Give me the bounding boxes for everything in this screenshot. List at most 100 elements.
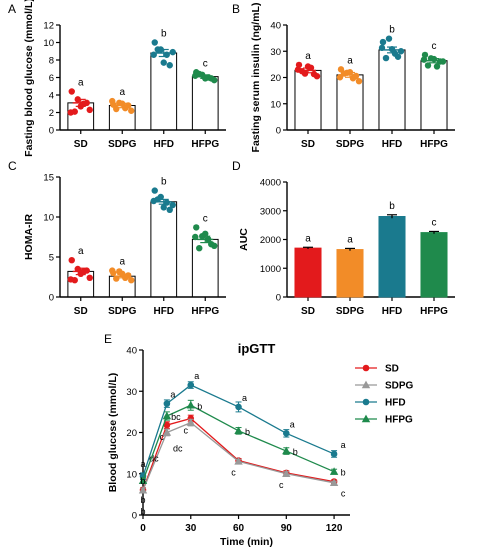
significance-letter: a: [170, 390, 175, 400]
data-point: [424, 62, 432, 69]
y-tick-label: 5: [49, 253, 54, 264]
legend-label: SDPG: [385, 381, 414, 392]
data-point: [67, 276, 74, 283]
y-tick-label: 0: [49, 126, 54, 137]
significance-letter: b: [161, 177, 167, 188]
data-point: [151, 39, 158, 46]
legend-label: HFPG: [385, 415, 413, 426]
data-point: [208, 75, 215, 82]
data-point: [163, 51, 170, 58]
data-point: [186, 400, 195, 409]
data-point: [125, 272, 132, 279]
data-point: [355, 77, 363, 85]
significance-letter: b: [293, 447, 298, 457]
data-point: [86, 106, 93, 114]
data-point: [154, 46, 161, 53]
significance-letter: c: [432, 217, 437, 228]
chart-title: ipGTT: [238, 341, 276, 356]
significance-letter: a: [341, 440, 346, 450]
x-tick-label: 60: [233, 523, 245, 534]
data-point: [282, 446, 291, 455]
data-point: [163, 400, 171, 407]
series-hfpg: b bc b b b b: [138, 399, 346, 486]
data-point: [138, 476, 148, 484]
x-tick-label: HFPG: [420, 139, 448, 150]
series-line: [142, 404, 335, 481]
significance-letter: bc: [171, 412, 181, 422]
panel-label-e: E: [104, 332, 112, 346]
significance-letter: a: [242, 393, 247, 403]
data-point: [202, 230, 209, 237]
x-tick-label: SDPG: [336, 306, 365, 317]
significance-letter: c: [341, 489, 346, 499]
panel-label-c: C: [8, 159, 17, 173]
bar: [420, 232, 448, 298]
data-point: [125, 102, 132, 109]
x-tick-label: HFD: [153, 139, 174, 150]
data-point: [430, 55, 438, 63]
bar: [150, 201, 178, 298]
y-axis-label: Fasting blood glucose (mmol/L): [23, 0, 35, 157]
data-point: [160, 59, 167, 66]
significance-letter: a: [119, 87, 125, 98]
data-point: [162, 411, 172, 420]
x-tick-label: HFPG: [191, 139, 219, 150]
x-tick-label: HFPG: [420, 306, 448, 317]
data-point: [329, 478, 339, 487]
chart-a: 0 2 4 6 8 10 12 Fasting blood glucose (mmol/L) S…: [23, 0, 226, 157]
legend-marker: [362, 364, 370, 372]
data-point: [346, 69, 354, 76]
x-tick-label: SDPG: [336, 139, 365, 150]
data-point: [138, 485, 148, 494]
significance-letter: b: [389, 201, 395, 212]
significance-letter: a: [347, 55, 353, 66]
significance-letter: c: [160, 432, 165, 442]
x-tick-label: SD: [301, 306, 315, 317]
y-tick-label: 0: [49, 293, 54, 304]
data-point: [74, 96, 81, 103]
significance-letter: a: [119, 257, 125, 268]
y-tick-label: 0: [276, 126, 281, 137]
data-point: [193, 224, 200, 231]
data-point: [169, 201, 176, 209]
panel-label-b: B: [232, 2, 240, 16]
legend-item: HFD: [355, 398, 406, 409]
data-point: [294, 66, 302, 73]
panel-label-a: A: [8, 2, 16, 16]
data-point: [113, 275, 120, 282]
y-axis-label: HOMA-IR: [23, 214, 35, 260]
significance-letter: a: [78, 246, 84, 257]
data-point: [336, 74, 344, 81]
data-point: [310, 70, 318, 78]
data-point: [77, 270, 84, 277]
data-point: [352, 72, 360, 80]
data-point: [128, 107, 135, 114]
legend-item: SDPG: [355, 381, 414, 392]
y-tick-label: 6: [49, 73, 54, 84]
data-point: [186, 418, 195, 426]
data-point: [436, 58, 444, 65]
significance-letter: b: [161, 29, 167, 40]
y-tick-label: 0: [132, 511, 137, 522]
y-tick-label: 20: [270, 73, 281, 84]
data-point: [77, 103, 84, 110]
significance-letter: b: [389, 25, 395, 36]
y-axis-label: AUC: [238, 228, 250, 251]
data-point: [151, 187, 158, 194]
data-point: [196, 245, 203, 252]
y-tick-label: 2: [49, 108, 54, 119]
data-point: [330, 450, 338, 458]
x-tick-label: HFD: [153, 306, 174, 317]
data-point: [329, 467, 339, 475]
y-tick-label: 4000: [260, 178, 281, 189]
bar: [378, 49, 406, 131]
significance-letter: b: [341, 468, 346, 478]
significance-letter: a: [140, 459, 145, 469]
y-tick-label: 10: [43, 38, 54, 49]
data-point: [388, 45, 396, 53]
data-point: [150, 197, 157, 205]
data-point: [192, 72, 199, 79]
legend-marker: [361, 414, 371, 423]
